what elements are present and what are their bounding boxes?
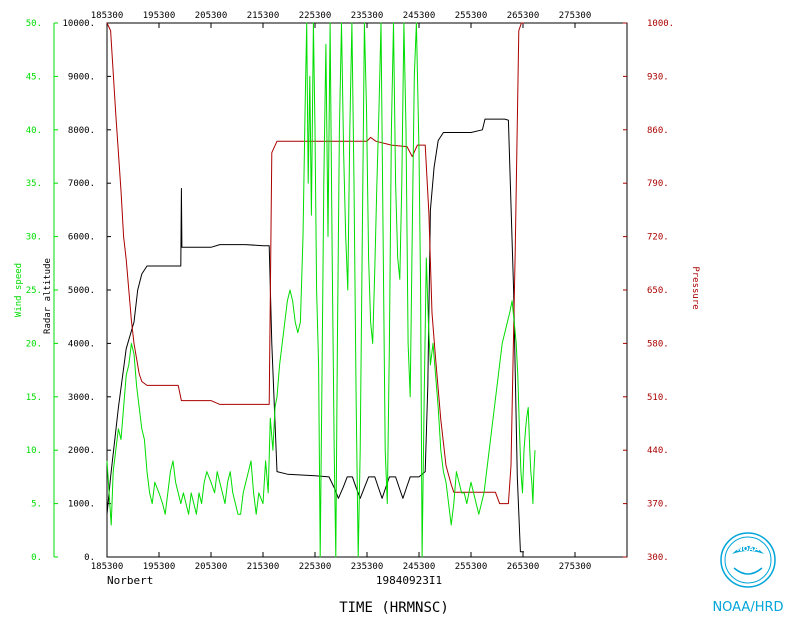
x-tick-label-bottom: 265300 — [507, 562, 540, 572]
x-axis-title: TIME (HRMNSC) — [339, 600, 449, 616]
altitude-tick-label: 0. — [84, 553, 95, 563]
wind-tick-label: 30. — [26, 233, 42, 243]
x-tick-label-bottom: 215300 — [247, 562, 280, 572]
x-tick-label-top: 205300 — [195, 11, 228, 21]
altitude-tick-label: 4000. — [68, 339, 95, 349]
pressure-tick-label: 860. — [647, 126, 669, 136]
logo-text: NOAA — [737, 545, 760, 553]
x-tick-label-bottom: 225300 — [299, 562, 332, 572]
x-tick-label-top: 265300 — [507, 11, 540, 21]
pressure-tick-label: 440. — [647, 446, 669, 456]
x-tick-label-top: 245300 — [403, 11, 436, 21]
logo-inner-ring — [724, 536, 772, 584]
x-tick-label-top: 185300 — [91, 11, 124, 21]
storm-name: Norbert — [107, 574, 153, 587]
wind-tick-label: 10. — [26, 446, 42, 456]
noaa-logo: NOAA NOAA/HRD — [712, 532, 784, 615]
altitude-axis-label: Radar altitude — [43, 258, 53, 334]
wind-tick-label: 15. — [26, 393, 42, 403]
wind-tick-label: 40. — [26, 126, 42, 136]
pressure-tick-label: 930. — [647, 72, 669, 82]
x-tick-label-bottom: 185300 — [91, 562, 124, 572]
altitude-tick-label: 5000. — [68, 286, 95, 296]
logo-bird-shape — [732, 546, 764, 554]
wind-tick-label: 25. — [26, 286, 42, 296]
pressure-tick-label: 650. — [647, 286, 669, 296]
altitude-series-line — [106, 118, 524, 553]
pressure-tick-label: 300. — [647, 553, 669, 563]
x-tick-label-top: 275300 — [559, 11, 592, 21]
logo-wave — [733, 567, 763, 575]
altitude-tick-label: 9000. — [68, 72, 95, 82]
wind-tick-label: 0. — [31, 553, 42, 563]
flight-id: 19840923I1 — [376, 574, 442, 587]
x-tick-label-top: 195300 — [143, 11, 176, 21]
x-tick-label-bottom: 205300 — [195, 562, 228, 572]
series-lines — [106, 22, 536, 558]
wind-tick-label: 20. — [26, 339, 42, 349]
logo-caption: NOAA/HRD — [712, 600, 783, 615]
x-tick-label-top: 215300 — [247, 11, 280, 21]
altitude-tick-label: 7000. — [68, 179, 95, 189]
pressure-series-line — [106, 22, 524, 505]
wind-series-line — [106, 22, 536, 558]
x-tick-label-bottom: 235300 — [351, 562, 384, 572]
pressure-tick-label: 370. — [647, 500, 669, 510]
plot-frame — [106, 22, 628, 558]
altitude-tick-label: 1000. — [68, 500, 95, 510]
altitude-tick-label: 10000. — [62, 19, 95, 29]
pressure-tick-label: 580. — [647, 339, 669, 349]
wind-tick-label: 5. — [31, 500, 42, 510]
x-tick-label-top: 235300 — [351, 11, 384, 21]
altitude-tick-label: 8000. — [68, 126, 95, 136]
altitude-tick-label: 2000. — [68, 446, 95, 456]
wind-tick-label: 45. — [26, 72, 42, 82]
axis-labels: 185300 185300 195300 195300 205300 205300 2153… — [14, 11, 700, 616]
x-tick-label-bottom: 255300 — [455, 562, 488, 572]
x-tick-label-bottom: 245300 — [403, 562, 436, 572]
pressure-tick-label: 790. — [647, 179, 669, 189]
wind-axis-label: Wind speed — [14, 263, 24, 317]
wind-tick-label: 50. — [26, 19, 42, 29]
pressure-tick-label: 720. — [647, 233, 669, 243]
logo-ring — [720, 532, 776, 588]
altitude-tick-label: 3000. — [68, 393, 95, 403]
x-tick-label-bottom: 195300 — [143, 562, 176, 572]
x-tick-label-bottom: 275300 — [559, 562, 592, 572]
x-tick-label-top: 255300 — [455, 11, 488, 21]
pressure-axis-label: Pressure — [690, 266, 700, 309]
wind-tick-label: 35. — [26, 179, 42, 189]
x-tick-label-top: 225300 — [299, 11, 332, 21]
pressure-tick-label: 510. — [647, 393, 669, 403]
pressure-tick-label: 1000. — [647, 19, 674, 29]
axes — [53, 22, 628, 558]
altitude-tick-label: 6000. — [68, 233, 95, 243]
